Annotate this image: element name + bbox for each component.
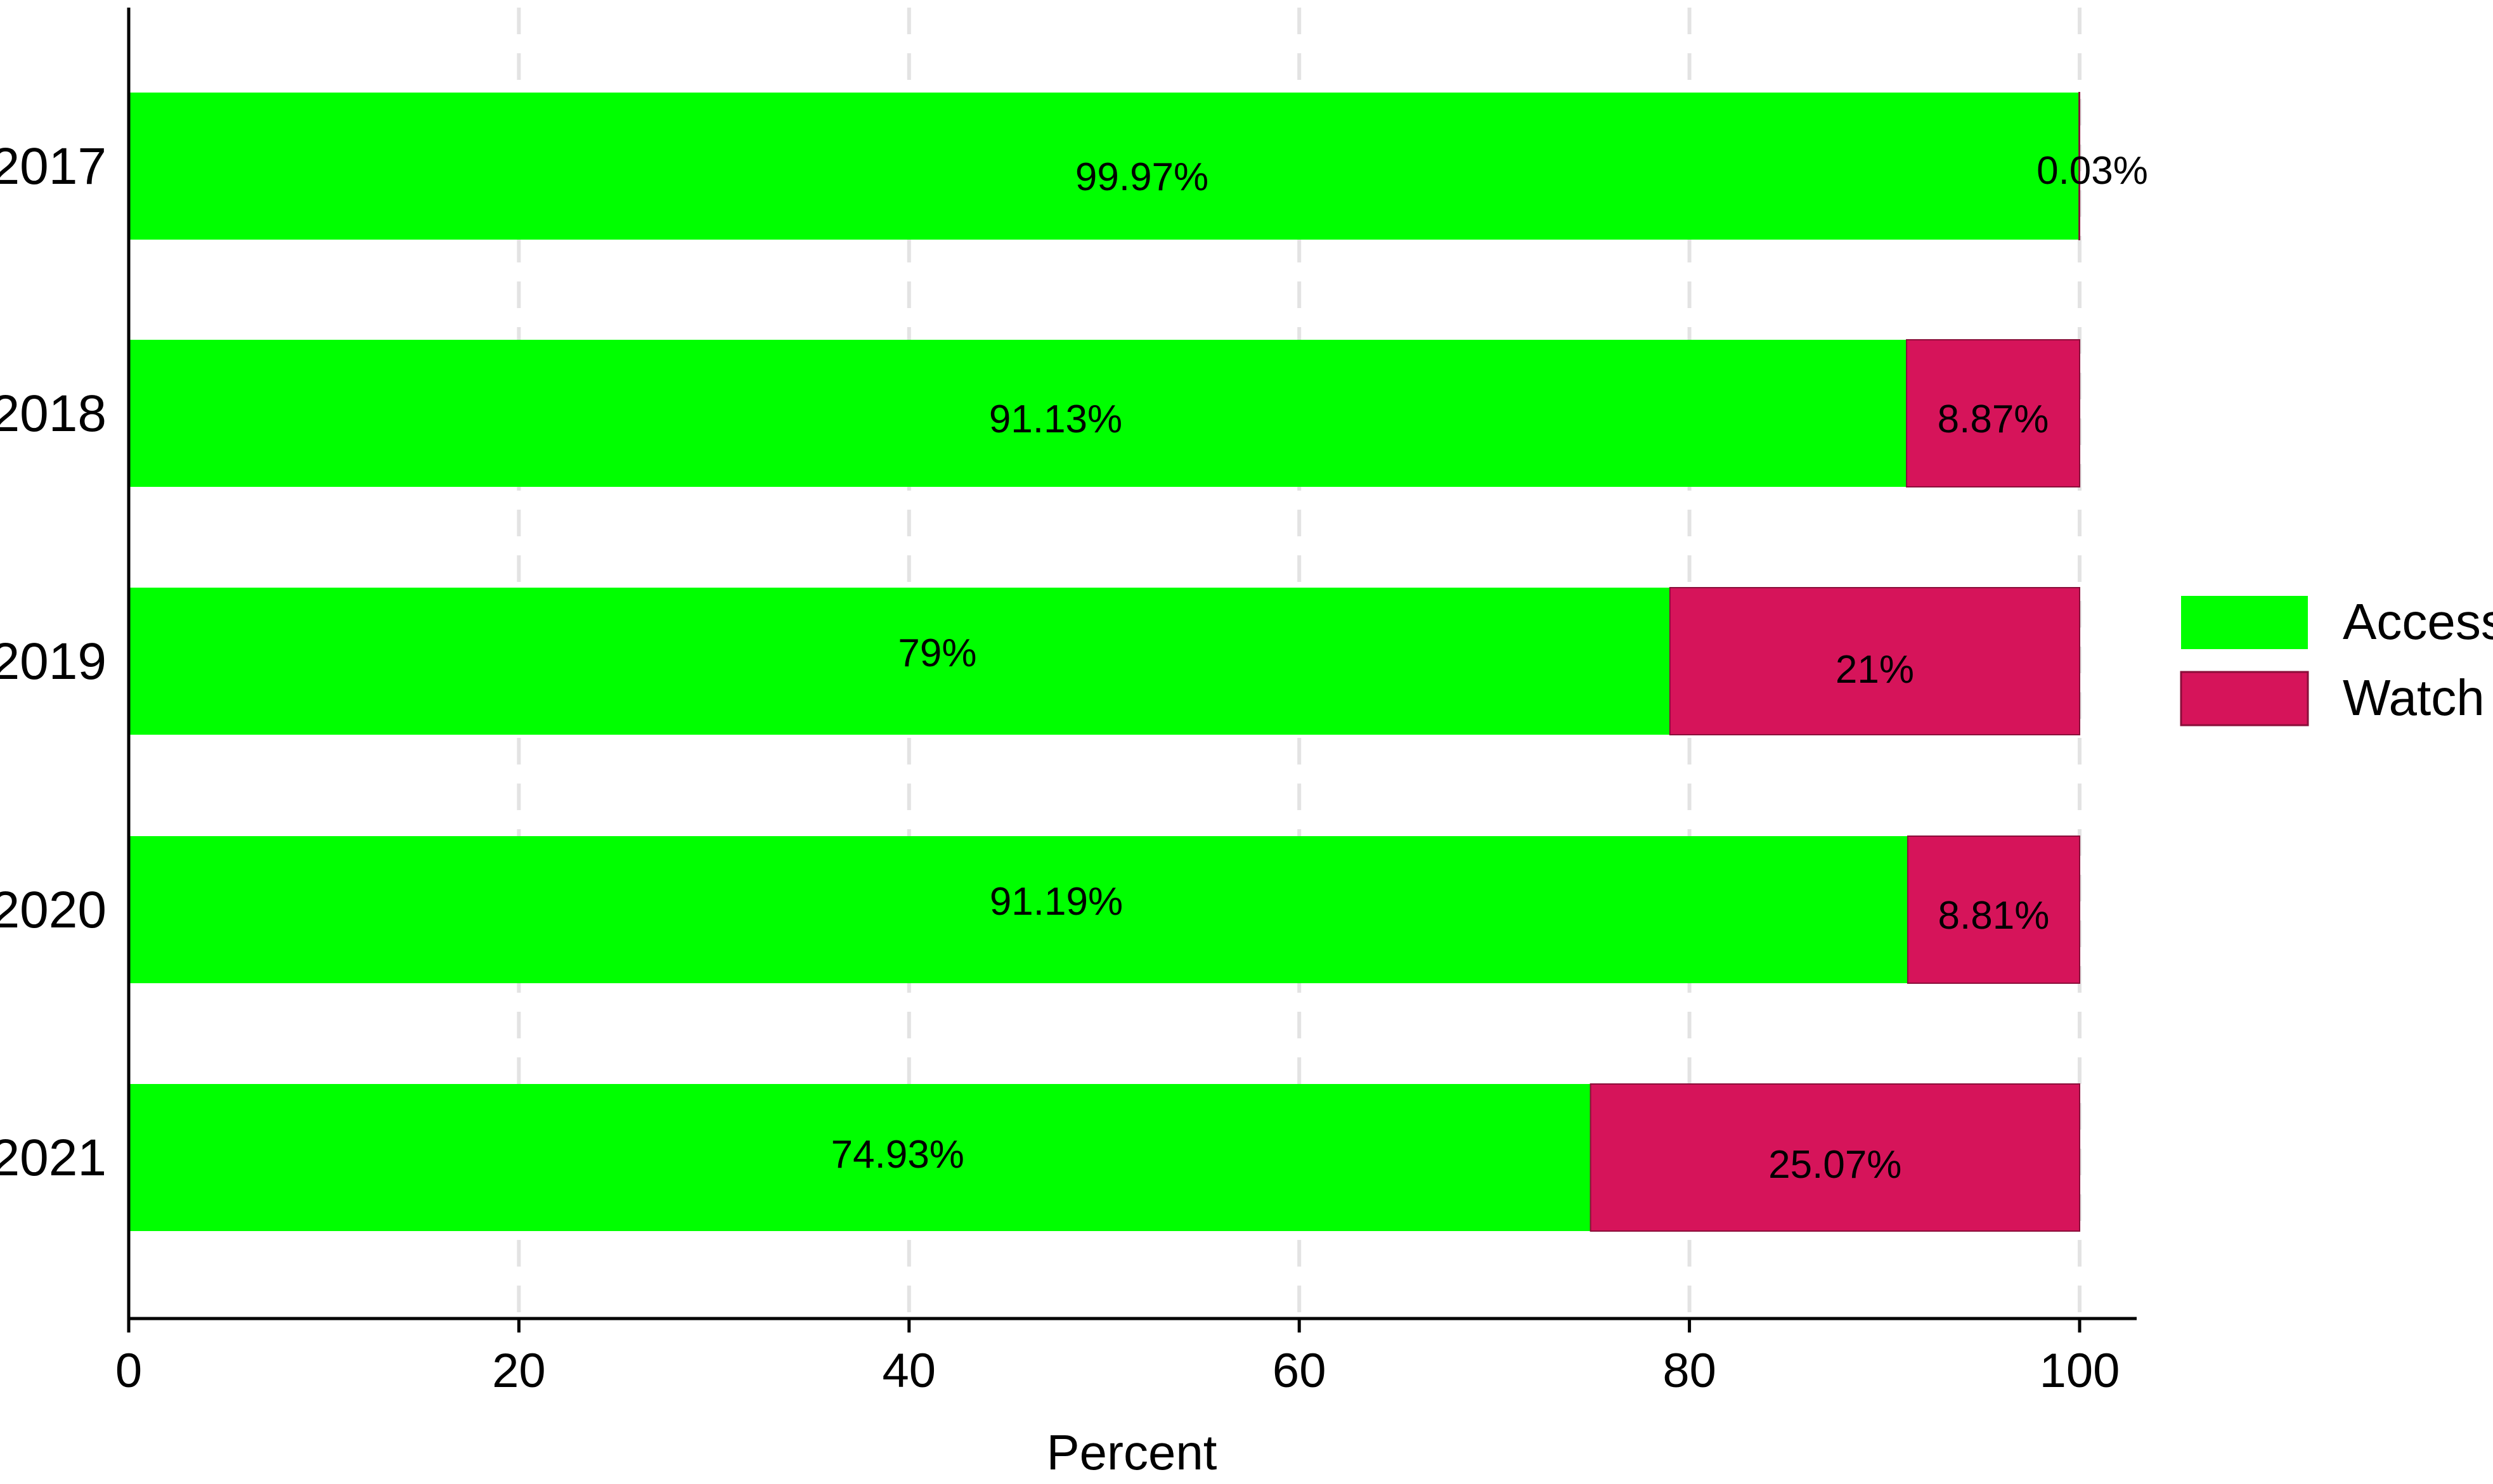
x-tick-label: 0 (115, 1344, 142, 1398)
x-tick-label: 20 (492, 1344, 546, 1398)
data-label-access-2020: 91.19% (990, 880, 1123, 924)
bar-watch-2019 (1669, 587, 2081, 735)
data-label-access-2017: 99.97% (1075, 155, 1208, 199)
legend-swatch-access (2181, 596, 2308, 649)
legend-label-access: Access (2343, 593, 2493, 650)
data-label-watch-2017: 0.03% (2036, 149, 2148, 193)
x-tick-label: 100 (2040, 1344, 2120, 1398)
bars-layer (129, 92, 2081, 1232)
bar-watch-2018 (1906, 339, 2080, 487)
x-axis-title: Percent (1047, 1424, 1217, 1480)
data-label-watch-2018: 8.87% (1938, 397, 2049, 441)
y-tick-label-2017: 2017 (0, 138, 107, 195)
x-tick-label: 60 (1272, 1344, 1326, 1398)
bar-labels-layer: 99.97% 0.03% 91.13% 8.87% 79% 21% 91.19% 8.81% 7… (831, 149, 2148, 1187)
data-label-access-2021: 74.93% (831, 1133, 964, 1177)
legend-label-watch: Watch (2343, 669, 2485, 726)
y-tick-label-2018: 2018 (0, 385, 107, 442)
bar-access-2019 (129, 588, 1670, 735)
y-tick-label-2019: 2019 (0, 633, 107, 690)
data-label-watch-2019: 21% (1836, 648, 1914, 692)
bar-access-2017 (129, 93, 2080, 240)
data-label-watch-2020: 8.81% (1938, 894, 2050, 938)
data-label-access-2019: 79% (898, 631, 976, 675)
bar-watch-2021 (1590, 1083, 2081, 1232)
bar-access-2020 (129, 836, 1908, 983)
legend: Access Watch (2180, 593, 2493, 726)
y-tick-label-2020: 2020 (0, 881, 107, 939)
bar-watch-2017 (2078, 92, 2081, 240)
bar-access-2018 (129, 340, 1907, 487)
data-label-access-2018: 91.13% (989, 397, 1122, 441)
x-tick-label: 40 (883, 1344, 936, 1398)
bar-watch-2020 (1907, 836, 2080, 984)
y-tick-label-2021: 2021 (0, 1129, 107, 1187)
data-label-watch-2021: 25.07% (1768, 1143, 1901, 1187)
legend-swatch-watch (2180, 671, 2309, 726)
axes-layer: 0 20 40 60 80 100 2017 2018 2019 2020 2021 Percent (0, 8, 2137, 1480)
x-tick-label: 80 (1662, 1344, 1716, 1398)
bar-access-2021 (129, 1084, 1591, 1231)
